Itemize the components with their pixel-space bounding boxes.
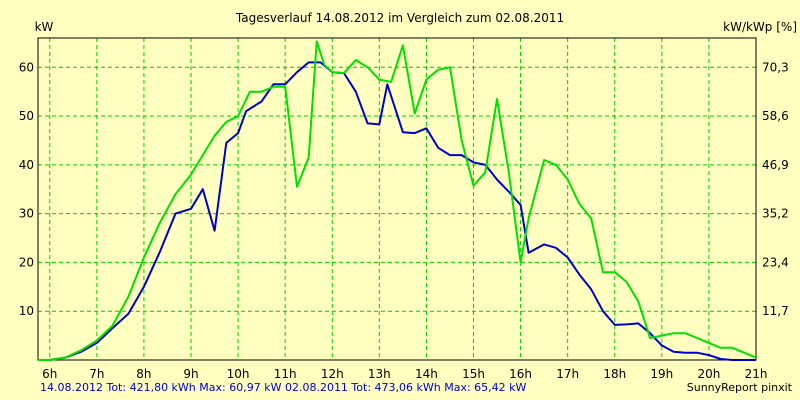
y-axis-right-label: kW/kWp [%] xyxy=(723,20,797,34)
footer-stats-2012: 14.08.2012 Tot: 421,80 kWh Max: 60,97 kW xyxy=(40,381,282,394)
y-left-tick-label: 30 xyxy=(19,207,34,221)
x-tick-label: 12h xyxy=(321,367,344,381)
x-tick-label: 6h xyxy=(42,367,57,381)
x-tick-label: 13h xyxy=(368,367,391,381)
x-tick-label: 20h xyxy=(697,367,720,381)
footer-credit: SunnyReport pinxit xyxy=(686,381,792,394)
plot-frame xyxy=(37,37,757,361)
x-tick-label: 14h xyxy=(415,367,438,381)
x-tick-label: 17h xyxy=(556,367,579,381)
grid-layer xyxy=(38,38,756,360)
y-left-tick-label: 20 xyxy=(19,255,34,269)
series-layer xyxy=(38,40,757,361)
chart-title: Tagesverlauf 14.08.2012 im Vergleich zum… xyxy=(235,11,564,25)
y-right-tick-label: 70,3 xyxy=(762,60,789,74)
x-tick-label: 15h xyxy=(462,367,485,381)
y-right-tick-label: 46,9 xyxy=(762,158,789,172)
y-left-tick-label: 40 xyxy=(19,158,34,172)
series-line-14-08-2012 xyxy=(38,61,756,361)
x-tick-label: 9h xyxy=(183,367,198,381)
y-left-tick-label: 60 xyxy=(19,60,34,74)
x-tick-label: 21h xyxy=(745,367,768,381)
x-tick-label: 19h xyxy=(650,367,673,381)
tick-layer: 6h 7h 8h 9h 10h 11h 12h 13h 14h 15h 16h 17h 18h 19h 20… xyxy=(19,60,789,381)
series-line-02-08-2011 xyxy=(38,40,757,361)
x-tick-label: 16h xyxy=(509,367,532,381)
y-axis-left-label: kW xyxy=(35,20,54,34)
y-right-tick-label: 11,7 xyxy=(762,304,789,318)
footer-stats: 14.08.2012 Tot: 421,80 kWh Max: 60,97 kW… xyxy=(40,381,526,394)
y-left-tick-label: 10 xyxy=(19,304,34,318)
x-tick-label: 18h xyxy=(603,367,626,381)
y-right-tick-label: 58,6 xyxy=(762,109,789,123)
x-tick-label: 7h xyxy=(89,367,104,381)
footer-stats-2011: 02.08.2011 Tot: 473,06 kWh Max: 65,42 kW xyxy=(284,381,527,394)
y-right-tick-label: 35,2 xyxy=(762,207,789,221)
y-left-tick-label: 50 xyxy=(19,109,34,123)
y-right-tick-label: 23,4 xyxy=(762,255,789,269)
x-tick-label: 10h xyxy=(227,367,250,381)
x-tick-label: 11h xyxy=(274,367,297,381)
x-tick-label: 8h xyxy=(136,367,151,381)
